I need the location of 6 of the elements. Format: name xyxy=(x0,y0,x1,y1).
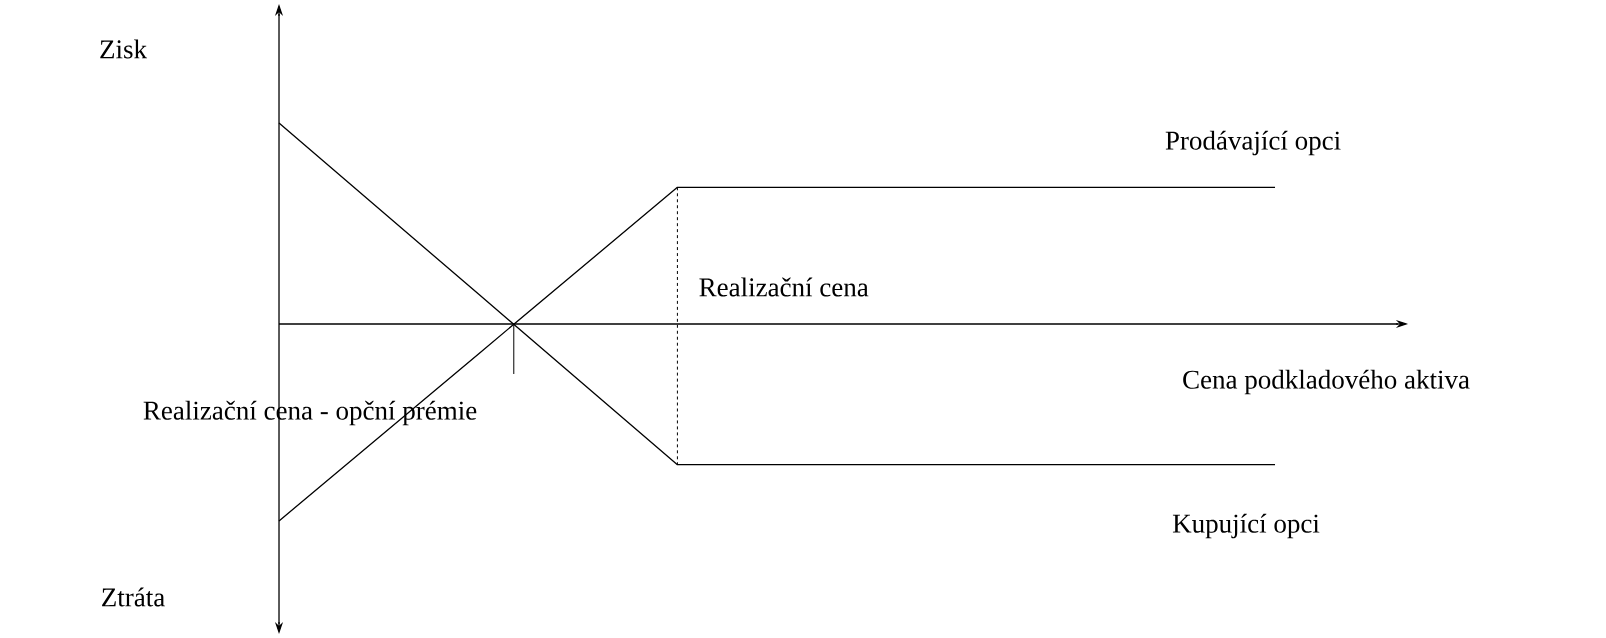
text: Ztráta xyxy=(102,587,165,607)
text: Zisk xyxy=(100,39,148,59)
series-label: Kupující opci xyxy=(1172,513,1320,539)
series-label: Prodávající opci xyxy=(1165,130,1341,156)
x-axis-title: Cena podkladového aktiva xyxy=(1183,369,1470,395)
annotation: Realizační cena xyxy=(699,277,869,297)
